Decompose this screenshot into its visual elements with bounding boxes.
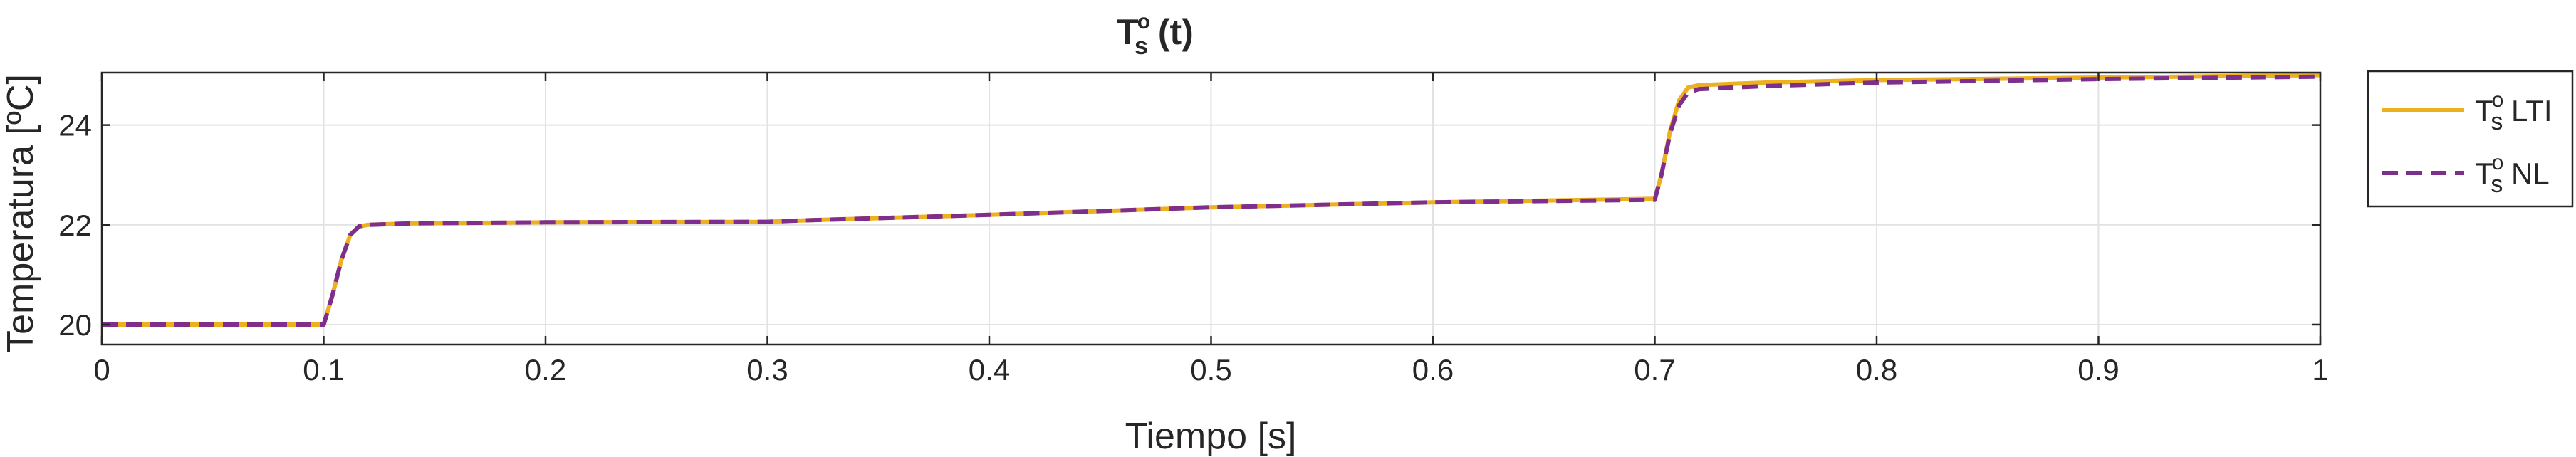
x-tick-label: 0.3	[746, 353, 788, 387]
x-axis-label: Tiempo [s]	[1125, 416, 1297, 457]
x-tick-label: 0.7	[1634, 353, 1675, 387]
x-tick-label: 0.8	[1856, 353, 1897, 387]
x-tick-label: 0.4	[969, 353, 1010, 387]
ticks: 0 0.1 0.2 0.3 0.4 0.5 0.6 0.7 0.8 0.9 1 20 22 24	[58, 73, 2329, 387]
legend-box	[2367, 70, 2574, 208]
chart-title: To s (t)	[1117, 10, 1194, 60]
series-line-nl	[102, 74, 2321, 327]
y-axis-label: Temperatura [ºC]	[0, 74, 41, 353]
legend-label-lti: To s LTI	[2475, 88, 2552, 135]
x-tick-label: 0.5	[1190, 353, 1231, 387]
series-group	[102, 73, 2321, 327]
x-tick-label: 0	[93, 353, 110, 387]
legend-label-nl: To s NL	[2475, 151, 2550, 198]
y-tick-label: 20	[58, 308, 92, 342]
y-tick-label: 22	[58, 209, 92, 242]
x-tick-label: 1	[2312, 353, 2328, 387]
x-tick-label: 0.6	[1412, 353, 1454, 387]
legend: To s LTI To s NL	[2367, 70, 2574, 208]
y-tick-label: 24	[58, 109, 92, 142]
x-tick-label: 0.1	[303, 353, 344, 387]
x-tick-label: 0.2	[525, 353, 566, 387]
x-tick-label: 0.9	[2077, 353, 2119, 387]
